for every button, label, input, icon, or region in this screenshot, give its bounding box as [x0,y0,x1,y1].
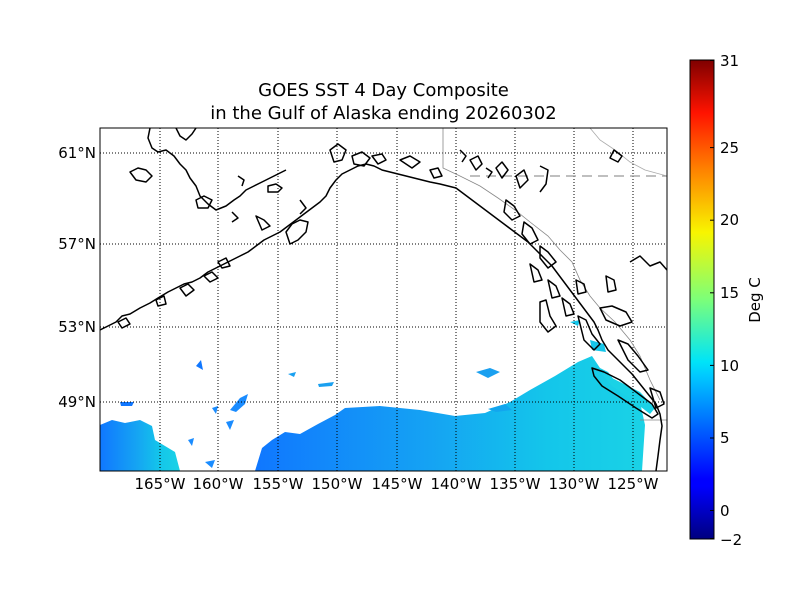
colorbar-tick: 15 [720,284,739,302]
map-graticule [100,128,667,471]
colorbar: 31 25 20 15 10 5 0 −2 Deg C [689,52,764,549]
colorbar-tick: 10 [720,357,739,375]
colorbar-tick: 31 [720,52,739,70]
lon-label: 125°W [608,475,659,493]
longitude-labels: 165°W 160°W 155°W 150°W 145°W 140°W 135°… [135,475,659,493]
map-frame [99,127,668,472]
colorbar-tick: 25 [720,139,739,157]
lat-label: 61°N [58,144,96,162]
colorbar-label: Deg C [746,277,764,323]
lon-label: 150°W [312,475,363,493]
colorbar-tick: 0 [720,502,730,520]
latitude-labels: 61°N 57°N 53°N 49°N [58,144,96,411]
lat-label: 53°N [58,318,96,336]
lon-label: 155°W [253,475,304,493]
lon-label: 160°W [193,475,244,493]
lat-label: 57°N [58,235,96,253]
sst-field [100,320,655,471]
coastline [100,128,667,471]
colorbar-tick: 5 [720,429,730,447]
lat-label: 49°N [58,393,96,411]
map-plot-area [100,128,667,471]
map-title-line1: GOES SST 4 Day Composite [258,80,509,101]
lon-label: 135°W [490,475,541,493]
lon-label: 130°W [549,475,600,493]
lon-label: 165°W [135,475,186,493]
lon-label: 145°W [372,475,423,493]
colorbar-tick: −2 [720,531,742,549]
map-title-line2: in the Gulf of Alaska ending 20260302 [210,103,557,124]
lon-label: 140°W [431,475,482,493]
colorbar-tick: 20 [720,211,739,229]
colorbar-gradient [689,59,715,540]
